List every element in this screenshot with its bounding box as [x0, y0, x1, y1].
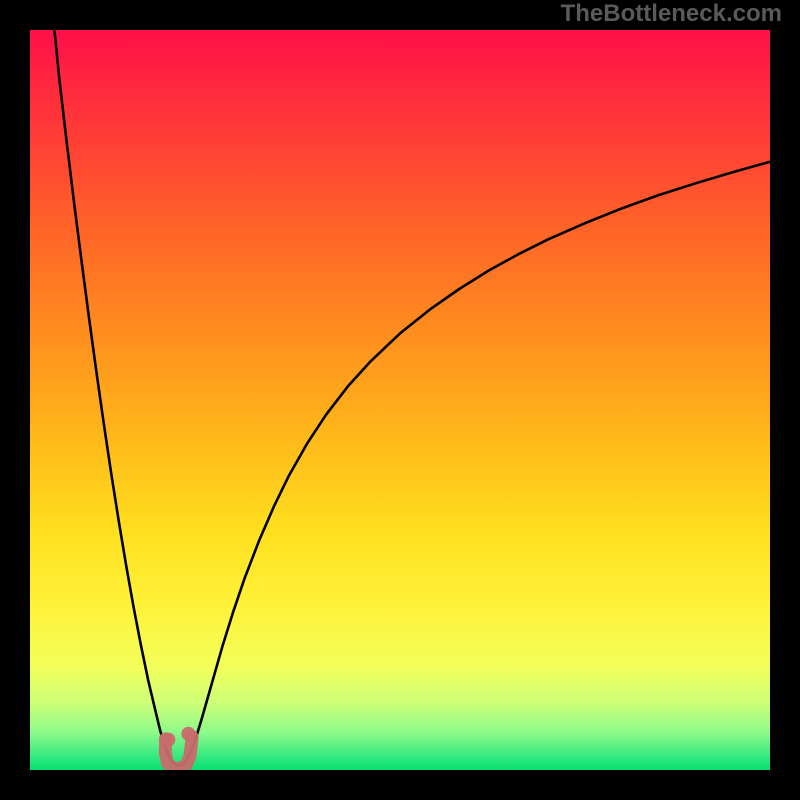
chart-svg	[30, 30, 770, 770]
watermark-text: TheBottleneck.com	[561, 0, 782, 28]
plot-area	[30, 30, 770, 770]
gradient-background	[30, 30, 770, 770]
chart-container: TheBottleneck.com	[0, 0, 800, 800]
